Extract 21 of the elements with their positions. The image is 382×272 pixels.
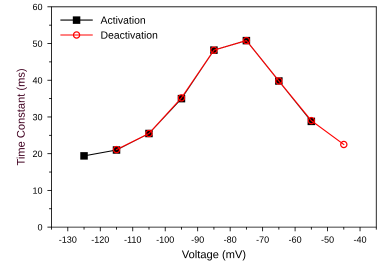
- x-tick-label: -130: [59, 236, 76, 243]
- x-tick-label: -90: [192, 236, 204, 243]
- legend-label: Activation: [100, 16, 146, 24]
- legend-label: Deactivation: [101, 31, 158, 39]
- x-tick-label: -100: [156, 236, 174, 243]
- y-tick-label: 60: [32, 4, 42, 10]
- y-tick-label: 30: [32, 114, 42, 120]
- y-tick-label: 40: [32, 77, 42, 84]
- x-axis-title: Voltage (mV): [182, 250, 246, 260]
- x-tick-label: -70: [256, 236, 269, 243]
- x-tick-label: -110: [124, 236, 142, 243]
- y-tick-label: 10: [33, 187, 42, 194]
- y-tick-label: 20: [32, 150, 42, 158]
- x-tick-label: -60: [288, 236, 302, 243]
- x-tick-label: -80: [224, 236, 236, 243]
- x-tick-label: -50: [321, 236, 334, 243]
- x-tick-label: -120: [92, 236, 109, 243]
- y-tick-label: 50: [32, 40, 42, 47]
- y-axis-title: Time Constant (ms): [16, 69, 27, 166]
- x-tick-label: -40: [354, 236, 366, 243]
- y-tick-label: 0: [38, 224, 42, 230]
